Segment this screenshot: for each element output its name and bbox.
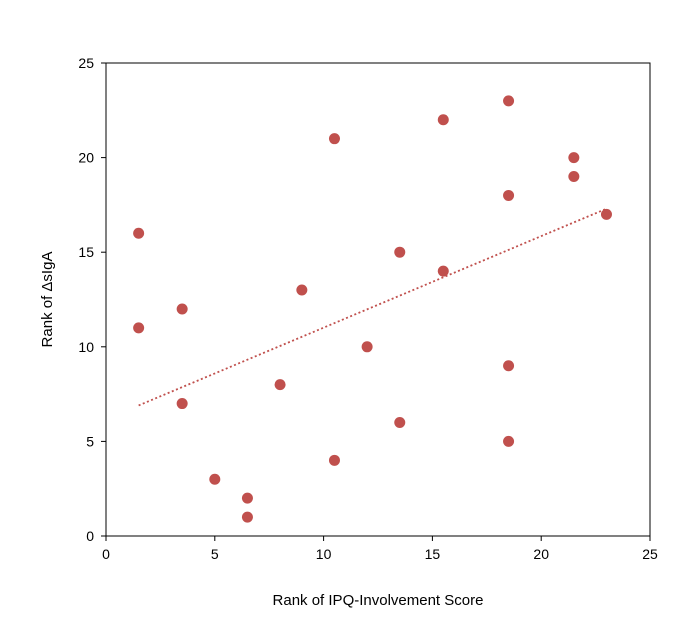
y-axis-label: Rank of ΔsIgA	[39, 252, 56, 348]
x-tick-label: 10	[316, 546, 332, 562]
data-point	[241, 511, 253, 523]
data-point	[176, 398, 188, 410]
x-tick-label: 20	[533, 546, 549, 562]
y-tick-label: 20	[78, 150, 94, 166]
x-axis-ticks: 0 5 10 15 20 25	[102, 536, 658, 562]
x-tick-label: 5	[211, 546, 219, 562]
x-axis-label: Rank of IPQ-Involvement Score	[273, 592, 484, 609]
data-point	[176, 303, 188, 315]
data-point	[568, 152, 580, 164]
data-point	[394, 416, 406, 428]
data-point	[600, 208, 612, 220]
data-point	[274, 379, 286, 391]
data-point	[361, 341, 373, 353]
y-tick-label: 15	[78, 244, 94, 260]
x-tick-label: 15	[425, 546, 441, 562]
y-tick-label: 0	[86, 528, 94, 544]
data-point	[328, 454, 340, 466]
linear-trendline	[138, 207, 607, 407]
y-tick-label: 5	[86, 433, 94, 449]
data-point	[503, 189, 515, 201]
data-point	[209, 473, 221, 485]
data-point	[503, 435, 515, 447]
data-point	[437, 265, 449, 277]
trendline-layer	[138, 207, 607, 407]
y-tick-label: 25	[78, 55, 94, 71]
y-tick-label: 10	[78, 339, 94, 355]
y-axis-ticks: 0 5 10 15 20 25	[78, 55, 106, 544]
data-point	[133, 227, 145, 239]
data-points-layer	[133, 95, 612, 523]
x-tick-label: 0	[102, 546, 110, 562]
data-point	[437, 114, 449, 126]
data-point	[503, 95, 515, 107]
data-point	[394, 246, 406, 258]
data-point	[296, 284, 308, 296]
data-point	[328, 133, 340, 145]
plot-area-border	[105, 62, 651, 537]
data-point	[568, 171, 580, 183]
x-tick-label: 25	[642, 546, 658, 562]
data-point	[133, 322, 145, 334]
data-point	[503, 360, 515, 372]
data-point	[241, 492, 253, 504]
